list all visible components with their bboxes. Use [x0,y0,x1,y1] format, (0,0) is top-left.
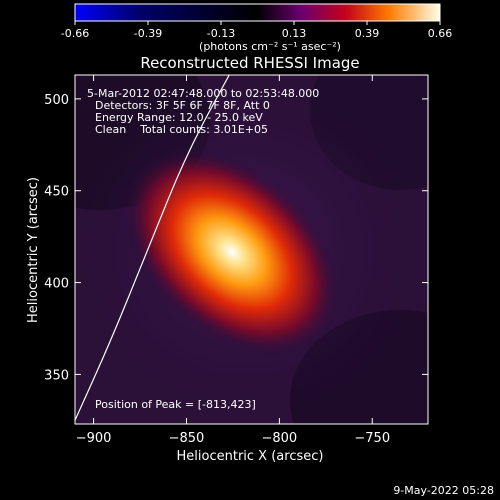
colorbar-tick-label: 0.39 [355,27,380,40]
x-tick-label: −900 [76,431,112,446]
annotation-peak: Position of Peak = [-813,423] [95,398,256,411]
annotation-clean: Clean Total counts: 3.01E+05 [95,123,268,136]
annotation-detectors: Detectors: 3F 5F 6F 7F 8F, Att 0 [95,99,270,112]
y-tick-labels: 350 400 450 500 [44,93,69,384]
y-tick-label: 350 [44,368,69,383]
solar-limb [75,75,230,421]
y-tick-label: 500 [44,93,69,108]
colorbar-tick-label: 0.66 [428,27,453,40]
colorbar-tick-label: -0.13 [207,27,235,40]
colorbar-tick-label: -0.39 [134,27,162,40]
flare-source [124,148,340,356]
annotation-energy: Energy Range: 12.0 - 25.0 keV [95,111,263,124]
chart-title: Reconstructed RHESSI Image [140,54,359,72]
y-axis-label: Heliocentric Y (arcsec) [26,177,41,323]
colorbar-tick-label: -0.66 [61,27,89,40]
x-tick-label: −750 [354,431,390,446]
x-tick-labels: −900 −850 −800 −750 [76,431,390,446]
colorbar-ticks [74,21,441,25]
y-axis-ticks [75,98,428,375]
annotation-time: 5-Mar-2012 02:47:48.000 to 02:53:48.000 [87,87,319,100]
footer-date: 9-May-2022 05:28 [393,484,494,497]
colorbar-tick-label: 0.13 [282,27,307,40]
x-axis-ticks [93,75,373,424]
x-axis-label: Heliocentric X (arcsec) [177,449,324,464]
axis-frame [74,74,429,425]
colorbar [74,3,441,22]
x-tick-label: −850 [169,431,205,446]
emission-image [75,75,428,424]
colorbar-units: (photons cm⁻² s⁻¹ asec⁻²) [199,40,341,53]
x-tick-label: −800 [262,431,298,446]
y-tick-label: 450 [44,185,69,200]
y-tick-label: 400 [44,277,69,292]
